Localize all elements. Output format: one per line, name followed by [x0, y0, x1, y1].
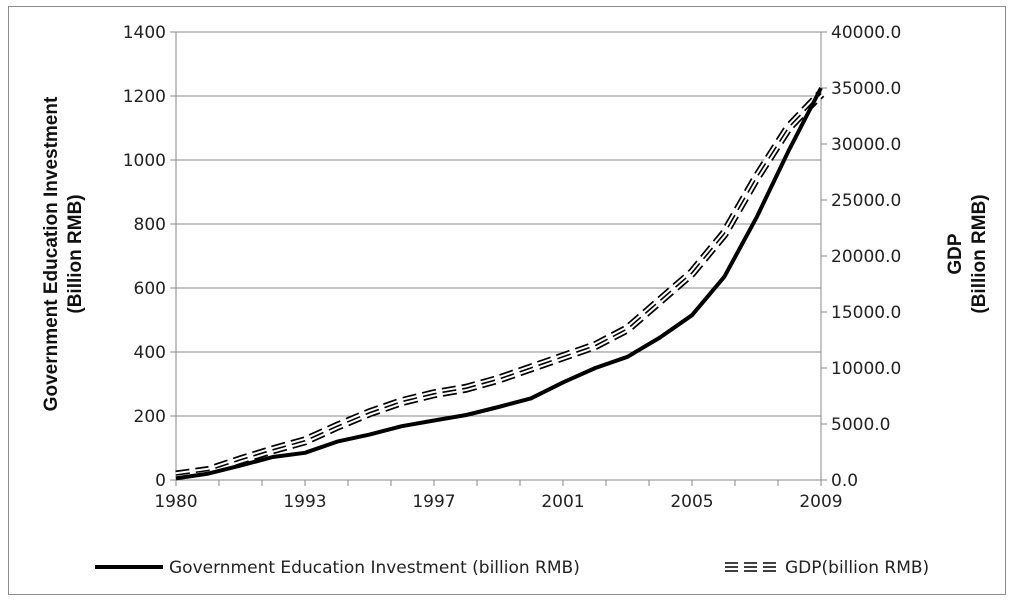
- x-tick-label: 1980: [154, 492, 197, 512]
- left-tick-label: 1000: [123, 151, 166, 171]
- right-tick-label: 5000.0: [831, 415, 890, 435]
- left-axis-title-line1: Government Education Investment: [41, 96, 62, 411]
- right-tick-label: 35000.0: [831, 79, 901, 99]
- gridlines: [175, 31, 822, 481]
- x-axis-ticks: 1980 1993 1997 2001 2005 2009: [154, 480, 843, 512]
- left-tick-label: 800: [134, 215, 166, 235]
- left-axis-ticks: 0 200 400 600 800 1000 1200 1400: [123, 23, 176, 491]
- right-tick-label: 25000.0: [831, 191, 901, 211]
- series-education: [175, 87, 823, 481]
- legend-label-education: Government Education Investment (billion…: [169, 558, 580, 578]
- left-tick-label: 1200: [123, 87, 166, 107]
- x-tick-label: 2001: [541, 492, 584, 512]
- left-tick-label: 400: [134, 343, 166, 363]
- x-tick-label: 1997: [412, 492, 455, 512]
- chart-frame: 0 200 400 600 800 1000 1200 1400 0.0 5000.0 10000…: [8, 6, 1006, 595]
- legend: Government Education Investment (billion…: [95, 558, 929, 578]
- right-tick-label: 0.0: [831, 471, 858, 491]
- series-layer: [175, 87, 825, 481]
- right-tick-label: 15000.0: [831, 303, 901, 323]
- line-chart: 0 200 400 600 800 1000 1200 1400 0.0 5000.0 10000…: [41, 23, 990, 578]
- legend-swatch-gdp: [725, 562, 779, 572]
- series-gdp: [175, 90, 825, 480]
- right-tick-label: 10000.0: [831, 359, 901, 379]
- left-tick-label: 1400: [123, 23, 166, 43]
- left-tick-label: 0: [155, 471, 166, 491]
- x-tick-label: 2005: [670, 492, 713, 512]
- left-tick-label: 600: [134, 279, 166, 299]
- x-tick-label: 1993: [283, 492, 326, 512]
- right-tick-label: 20000.0: [831, 247, 901, 267]
- legend-label-gdp: GDP(billion RMB): [785, 558, 929, 578]
- right-tick-label: 40000.0: [831, 23, 901, 43]
- right-axis-ticks: 0.0 5000.0 10000.0 15000.0 20000.0 25000.0 300…: [821, 23, 901, 491]
- left-axis-title-line2: (Billion RMB): [65, 194, 86, 313]
- x-tick-label: 2009: [799, 492, 842, 512]
- right-axis-title-line1: GDP: [945, 233, 966, 275]
- right-axis-title-line2: (Billion RMB): [969, 194, 990, 313]
- left-tick-label: 200: [134, 407, 166, 427]
- right-tick-label: 30000.0: [831, 135, 901, 155]
